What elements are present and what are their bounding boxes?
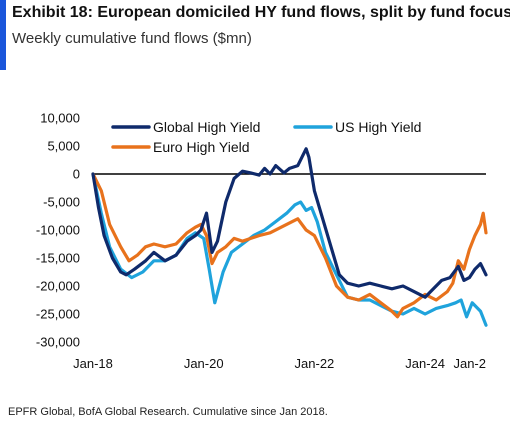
x-tick-label: Jan-18 <box>73 356 113 371</box>
legend-label-euro-high-yield: Euro High Yield <box>153 139 250 155</box>
series-line-global-high-yield <box>91 147 488 299</box>
series-line-euro-high-yield <box>91 172 488 319</box>
y-tick-label: 10,000 <box>40 111 80 126</box>
x-tick-label: Jan-24 <box>405 356 445 371</box>
y-tick-label: 0 <box>73 167 80 182</box>
legend-label-us-high-yield: US High Yield <box>335 119 421 135</box>
source-note: EPFR Global, BofA Global Research. Cumul… <box>8 406 328 418</box>
y-tick-label: -15,000 <box>36 251 80 266</box>
chart-subtitle: Weekly cumulative fund flows ($mn) <box>12 30 252 47</box>
y-tick-label: -5,000 <box>43 195 80 210</box>
x-tick-label: Jan-2 <box>453 356 486 371</box>
y-tick-label: -10,000 <box>36 223 80 238</box>
x-tick-label: Jan-22 <box>295 356 335 371</box>
series-line-us-high-yield <box>91 172 488 327</box>
page-title: Exhibit 18: European domiciled HY fund f… <box>12 4 510 21</box>
y-tick-label: -25,000 <box>36 307 80 322</box>
accent-bar <box>0 0 6 70</box>
legend-label-global-high-yield: Global High Yield <box>153 119 260 135</box>
y-tick-label: -30,000 <box>36 335 80 350</box>
y-tick-label: -20,000 <box>36 279 80 294</box>
x-tick-label: Jan-20 <box>184 356 224 371</box>
y-tick-label: 5,000 <box>47 139 80 154</box>
